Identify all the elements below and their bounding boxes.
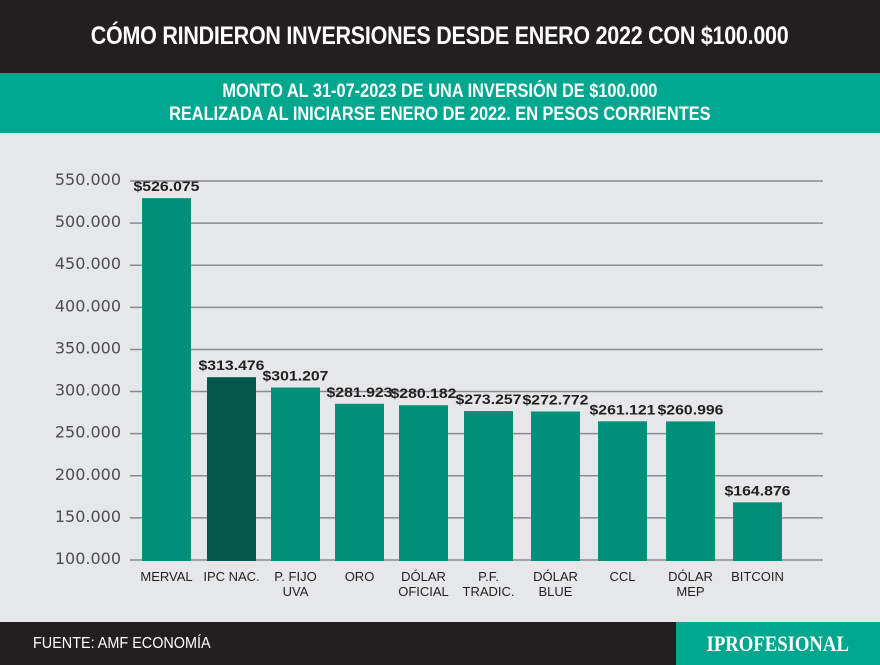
data-label: $281.923 (327, 384, 393, 400)
y-tick-label: 150.000 (55, 507, 121, 526)
data-label: $280.182 (391, 385, 457, 401)
header-bar: CÓMO RINDIERON INVERSIONES DESDE ENERO 2… (0, 0, 880, 73)
x-tick-label: IPC NAC. (203, 569, 259, 584)
chart-title: CÓMO RINDIERON INVERSIONES DESDE ENERO 2… (91, 22, 789, 50)
x-tick-label: DÓLAR (668, 569, 713, 584)
bar (207, 377, 256, 561)
data-label: $260.996 (658, 401, 724, 417)
y-tick-label: 500.000 (55, 212, 121, 231)
data-label: $272.772 (523, 391, 589, 407)
y-tick-label: 550.000 (55, 170, 121, 189)
x-tick-label: TRADIC. (463, 584, 515, 599)
subtitle-line-2: REALIZADA AL INICIARSE ENERO DE 2022. EN… (169, 104, 711, 125)
bar-chart: 550.000 500.000 450.000 400.000 350.000 300.0… (55, 170, 823, 599)
bar (464, 411, 513, 561)
x-tick-label: MEP (676, 584, 704, 599)
x-tick-label: UVA (283, 584, 309, 599)
y-tick-label: 400.000 (55, 296, 121, 315)
bar (399, 405, 448, 561)
y-tick-label: 250.000 (55, 423, 121, 442)
data-label: $273.257 (456, 391, 522, 407)
x-tick-label: DÓLAR (533, 569, 578, 584)
x-tick-label: P. FIJO (274, 569, 316, 584)
x-tick-label: BITCOIN (731, 569, 784, 584)
subtitle-line-1: MONTO AL 31-07-2023 DE UNA INVERSIÓN DE … (222, 81, 658, 102)
x-tick-label: P.F. (478, 569, 499, 584)
bar (531, 411, 580, 561)
source-note: FUENTE: AMF ECONOMÍA (33, 635, 211, 652)
bar (142, 198, 191, 561)
subtitle-bar: MONTO AL 31-07-2023 DE UNA INVERSIÓN DE … (0, 73, 880, 133)
x-tick-label: OFICIAL (398, 584, 449, 599)
y-tick-label: 300.000 (55, 381, 121, 400)
data-label: $313.476 (199, 357, 265, 373)
bar (598, 421, 647, 561)
y-tick-label: 350.000 (55, 338, 121, 357)
bar (335, 403, 384, 561)
data-label: $164.876 (725, 482, 791, 498)
logo-text: IPROFESIONAL (706, 630, 850, 656)
y-tick-label: 100.000 (55, 549, 121, 568)
data-label: $261.121 (590, 401, 656, 417)
footer-bar: FUENTE: AMF ECONOMÍA IPROFESIONAL (0, 622, 880, 665)
bar (271, 387, 320, 561)
x-tick-label: CCL (609, 569, 635, 584)
iprofesional-logo: IPROFESIONAL (676, 622, 880, 665)
data-label: $526.075 (134, 178, 200, 194)
x-tick-label: DÓLAR (401, 569, 446, 584)
y-tick-label: 200.000 (55, 465, 121, 484)
bar (733, 502, 782, 561)
x-tick-label: ORO (345, 569, 375, 584)
x-tick-label: MERVAL (140, 569, 192, 584)
data-label: $301.207 (263, 368, 329, 384)
bar (666, 421, 715, 561)
x-tick-label: BLUE (539, 584, 573, 599)
y-tick-label: 450.000 (55, 254, 121, 273)
